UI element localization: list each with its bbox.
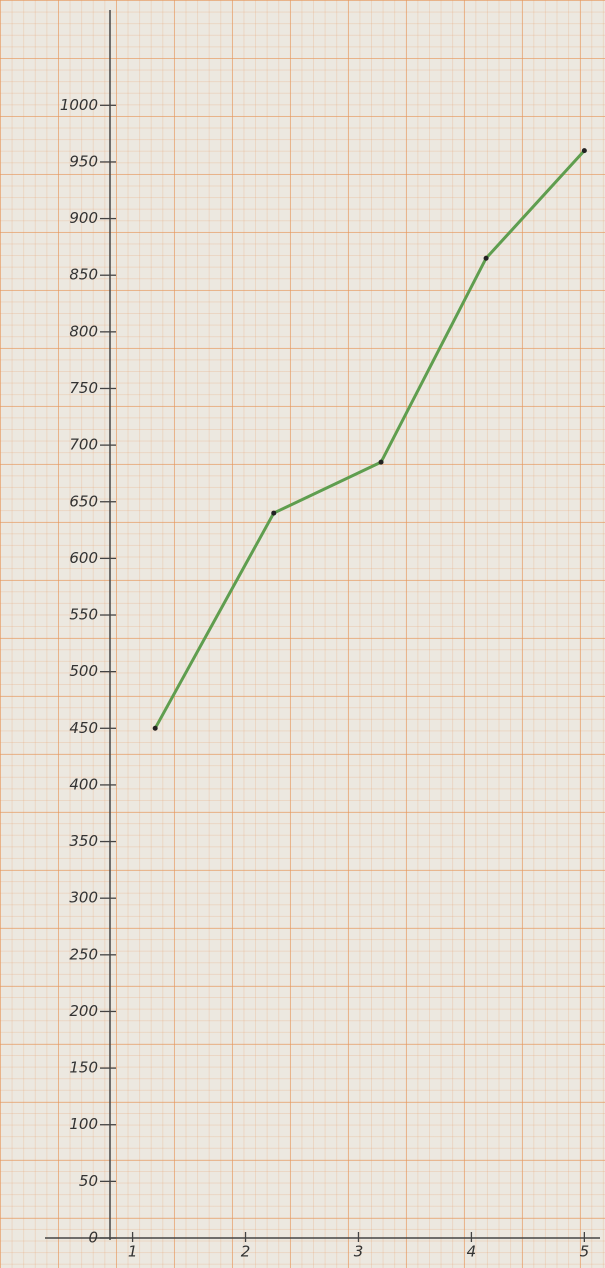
x-tick-label: 2 bbox=[241, 1243, 251, 1261]
x-tick-label: 1 bbox=[128, 1243, 138, 1261]
y-tick-label: 350 bbox=[69, 832, 98, 850]
y-tick-label: 1000 bbox=[60, 96, 98, 114]
x-tick-label: 4 bbox=[467, 1243, 477, 1261]
y-tick-label: 200 bbox=[69, 1002, 98, 1020]
y-tick-label: 600 bbox=[69, 549, 98, 567]
x-tick-label: 5 bbox=[580, 1243, 590, 1261]
y-tick-label: 250 bbox=[69, 945, 98, 963]
data-line bbox=[155, 151, 584, 729]
y-tick-label: 700 bbox=[69, 436, 98, 454]
y-tick-label: 450 bbox=[69, 719, 98, 737]
y-tick-label: 50 bbox=[79, 1172, 98, 1190]
y-tick-label: 400 bbox=[69, 775, 98, 793]
data-point bbox=[271, 511, 276, 516]
y-tick-label: 500 bbox=[69, 662, 98, 680]
y-tick-label: 550 bbox=[69, 606, 98, 624]
data-point bbox=[153, 726, 158, 731]
y-tick-label: 650 bbox=[69, 492, 98, 510]
y-tick-label: 850 bbox=[69, 266, 98, 284]
data-point bbox=[379, 460, 384, 465]
y-tick-label: 150 bbox=[69, 1059, 98, 1077]
y-tick-label: 0 bbox=[88, 1229, 98, 1247]
y-tick-label: 300 bbox=[69, 889, 98, 907]
y-tick-label: 800 bbox=[69, 322, 98, 340]
y-tick-label: 100 bbox=[69, 1115, 98, 1133]
data-point bbox=[582, 148, 587, 153]
y-tick-label: 750 bbox=[69, 379, 98, 397]
y-tick-label: 950 bbox=[69, 152, 98, 170]
x-tick-label: 3 bbox=[354, 1243, 364, 1261]
data-point bbox=[484, 256, 489, 261]
chart: 0 50 100 150 200 250 300 350 400 450 500 550 600 650 7… bbox=[0, 0, 605, 1268]
y-tick-label: 900 bbox=[69, 209, 98, 227]
